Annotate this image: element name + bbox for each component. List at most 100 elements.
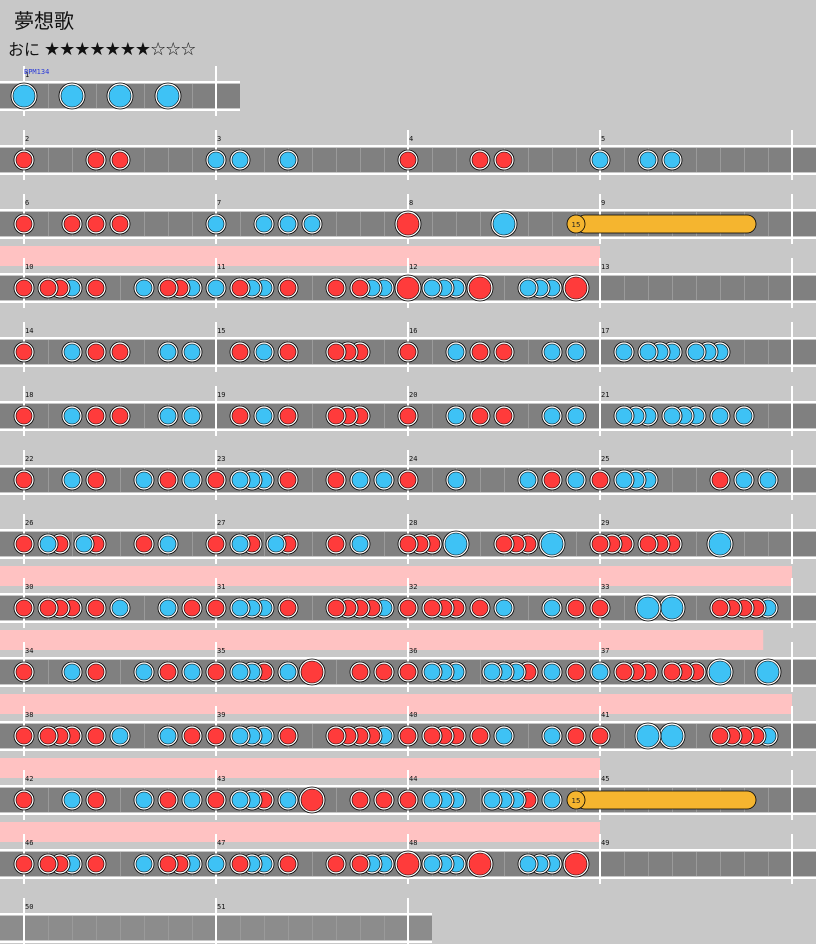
beat-line [240,212,241,236]
measure-line [791,706,793,756]
ka-note [255,343,273,361]
don-note [87,151,105,169]
measure-number: 48 [409,839,417,847]
beat-line [720,276,721,300]
big-don-note [396,852,420,876]
don-note [111,215,129,233]
ka-note [279,151,297,169]
don-note [279,599,297,617]
ka-note [231,471,249,489]
gogo-bar [0,694,792,714]
beat-line [768,852,769,876]
ka-note [63,663,81,681]
measure-number: 16 [409,327,417,335]
measure-number: 4 [409,135,413,143]
don-note [87,663,105,681]
drumroll-note [575,214,757,234]
beat-line [192,84,193,108]
measure-number: 25 [601,455,609,463]
don-note [207,727,225,745]
measure-number: 50 [25,903,33,911]
don-note [567,599,585,617]
don-note [159,279,177,297]
don-note [111,151,129,169]
don-note [15,471,33,489]
don-note [327,279,345,297]
don-note [327,471,345,489]
measure-line [791,194,793,244]
beat-line [120,532,121,556]
don-note [591,535,609,553]
gogo-bar [0,246,600,266]
beat-line [312,468,313,492]
measure-number: 39 [217,711,225,719]
beat-line [528,340,529,364]
drumroll-head [566,790,586,810]
ka-note [351,471,369,489]
measure-number: 10 [25,263,33,271]
ka-note [735,471,753,489]
beat-line [48,340,49,364]
measure-number: 47 [217,839,225,847]
ka-note [543,791,561,809]
chart-row-26: 26 27 28 29 [0,514,816,564]
beat-line [360,148,361,172]
ka-note [423,855,441,873]
beat-line [336,916,337,940]
beat-line [120,788,121,812]
beat-line [120,468,121,492]
don-note [351,855,369,873]
beat-line [48,84,49,108]
ka-note [63,407,81,425]
chart-row-50: 50 51 [0,898,432,944]
beat-line [624,596,625,620]
big-ka-note [492,212,516,236]
beat-line [648,852,649,876]
beat-line [120,660,121,684]
ka-note [303,215,321,233]
beat-line [768,532,769,556]
beat-line [432,148,433,172]
measure-number: 23 [217,455,225,463]
measure-line [791,642,793,692]
measure-number: 1 [25,71,29,79]
beat-line [768,212,769,236]
ka-note [687,343,705,361]
don-note [711,727,729,745]
don-note [399,343,417,361]
beat-line [480,788,481,812]
don-note [279,471,297,489]
ka-note [639,151,657,169]
beat-line [696,532,697,556]
ka-note [483,663,501,681]
don-note [183,727,201,745]
beat-line [168,916,169,940]
beat-line [264,916,265,940]
beat-line [576,148,577,172]
don-note [639,535,657,553]
ka-note [183,791,201,809]
beat-line [384,916,385,940]
measure-number: 44 [409,775,417,783]
don-note [231,343,249,361]
big-ka-note [12,84,36,108]
measure-number: 12 [409,263,417,271]
beat-line [744,276,745,300]
don-note [39,279,57,297]
beat-line [120,276,121,300]
ka-note [183,663,201,681]
beat-line [48,468,49,492]
beat-line [528,596,529,620]
beat-line [480,660,481,684]
beat-line [744,660,745,684]
measure-number: 26 [25,519,33,527]
beat-line [480,468,481,492]
measure-number: 19 [217,391,225,399]
measure-line [791,258,793,308]
don-note [399,151,417,169]
big-ka-note [636,724,660,748]
chart-row-22: 22 23 24 25 [0,450,816,500]
ka-note [543,407,561,425]
gogo-bar [0,758,600,778]
